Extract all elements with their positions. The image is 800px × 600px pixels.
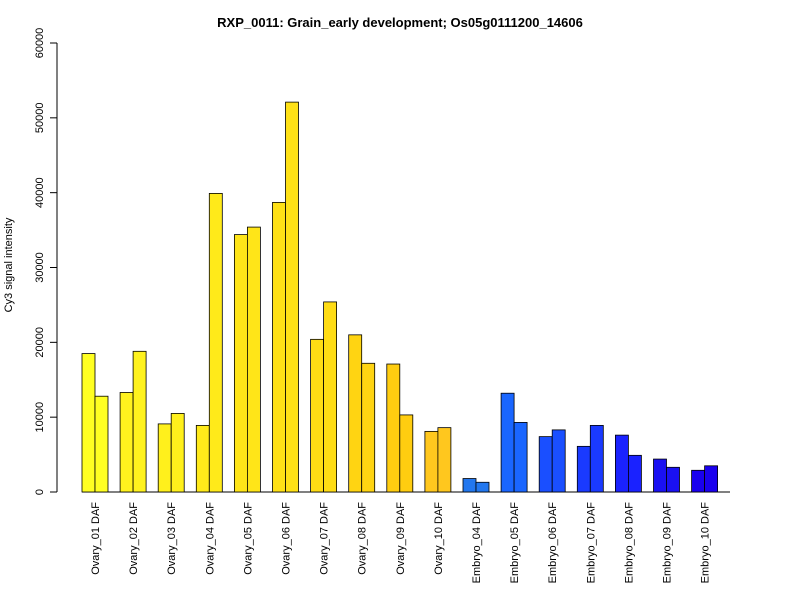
bar bbox=[704, 465, 718, 493]
x-tick-label: Ovary_10 DAF bbox=[433, 502, 445, 575]
bar bbox=[272, 201, 286, 493]
x-tick-label: Ovary_08 DAF bbox=[357, 502, 369, 575]
bar bbox=[132, 350, 147, 493]
x-tick-label: Ovary_01 DAF bbox=[90, 502, 102, 575]
bar bbox=[81, 353, 96, 493]
x-tick-label: Embryo_05 DAF bbox=[509, 502, 521, 584]
bar bbox=[691, 469, 705, 493]
bar bbox=[310, 338, 325, 493]
y-tick-label: 60000 bbox=[34, 28, 46, 59]
bar bbox=[233, 234, 248, 493]
bar bbox=[538, 436, 553, 493]
x-tick-label: Ovary_06 DAF bbox=[281, 502, 293, 575]
y-tick-label: 30000 bbox=[34, 252, 46, 283]
bar bbox=[500, 392, 515, 493]
bar bbox=[513, 422, 528, 493]
x-tick-label: Embryo_06 DAF bbox=[547, 502, 559, 584]
bar bbox=[195, 424, 210, 493]
x-tick-label: Embryo_09 DAF bbox=[662, 502, 674, 584]
bar bbox=[285, 101, 299, 493]
bar bbox=[628, 454, 642, 493]
x-tick-label: Ovary_04 DAF bbox=[204, 502, 216, 575]
bar bbox=[653, 458, 667, 493]
x-tick-label: Embryo_07 DAF bbox=[585, 502, 597, 584]
category-labels: Ovary_01 DAF Ovary_02 DAF Ovary_03 DAF Ovar… bbox=[90, 502, 712, 584]
bar bbox=[246, 226, 261, 493]
x-tick-label: Ovary_07 DAF bbox=[319, 502, 331, 575]
bar bbox=[615, 434, 629, 493]
bar bbox=[94, 395, 109, 493]
bar bbox=[323, 301, 338, 493]
x-tick-label: Ovary_09 DAF bbox=[395, 502, 407, 575]
y-axis: 0 10000 20000 30000 40000 50000 60000 bbox=[34, 28, 58, 495]
x-tick-label: Embryo_08 DAF bbox=[623, 502, 635, 584]
y-axis-label: Cy3 signal intensity bbox=[3, 217, 15, 312]
y-tick-label: 10000 bbox=[34, 402, 46, 433]
bar bbox=[462, 478, 477, 493]
x-tick-label: Ovary_03 DAF bbox=[166, 502, 178, 575]
chart-title: RXP_0011: Grain_early development; Os05g… bbox=[217, 15, 583, 30]
bar bbox=[170, 413, 185, 493]
bars bbox=[81, 101, 718, 493]
bar bbox=[386, 363, 401, 493]
bar bbox=[157, 423, 172, 493]
x-tick-label: Embryo_04 DAF bbox=[471, 502, 483, 584]
bar bbox=[348, 334, 363, 493]
y-tick-label: 40000 bbox=[34, 177, 46, 208]
bar bbox=[475, 481, 490, 493]
y-tick-label: 50000 bbox=[34, 103, 46, 134]
y-tick-label: 0 bbox=[34, 489, 46, 495]
bar bbox=[551, 429, 566, 493]
bar bbox=[666, 466, 680, 493]
x-tick-label: Embryo_10 DAF bbox=[700, 502, 712, 584]
bar bbox=[361, 362, 376, 493]
bar bbox=[589, 424, 604, 493]
bar bbox=[399, 414, 414, 493]
bar bbox=[424, 430, 439, 493]
bar bbox=[437, 427, 452, 493]
y-tick-label: 20000 bbox=[34, 327, 46, 358]
x-tick-label: Ovary_05 DAF bbox=[242, 502, 254, 575]
bar bbox=[576, 445, 591, 493]
bar bbox=[208, 193, 223, 493]
bar bbox=[119, 392, 134, 493]
x-tick-label: Ovary_02 DAF bbox=[128, 502, 140, 575]
